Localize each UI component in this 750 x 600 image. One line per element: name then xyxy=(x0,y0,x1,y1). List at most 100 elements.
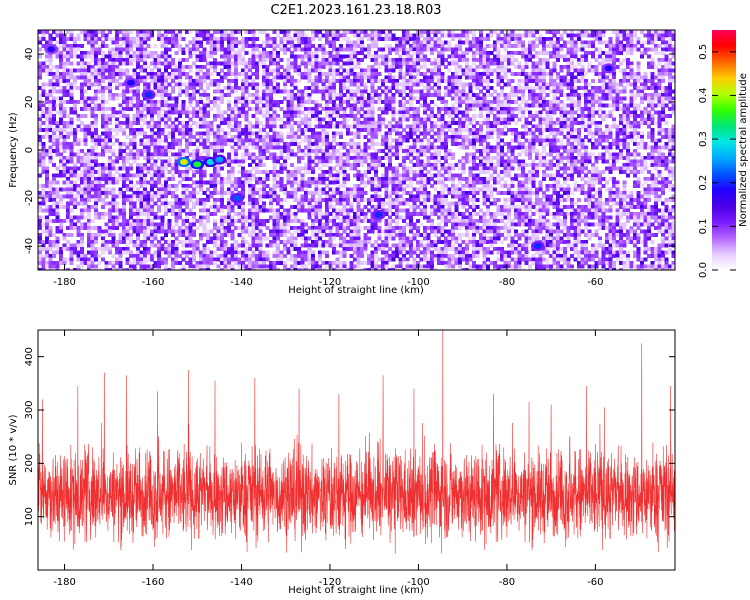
heatmap-cell xyxy=(412,121,417,125)
heatmap-cell xyxy=(496,114,501,118)
heatmap-cell xyxy=(570,40,574,45)
heatmap-cell xyxy=(573,37,578,41)
heatmap-cell xyxy=(363,100,368,104)
heatmap-cell xyxy=(507,114,511,118)
heatmap-cell xyxy=(248,61,252,66)
heatmap-cell xyxy=(188,131,193,136)
heatmap-cell xyxy=(552,142,557,146)
heatmap-cell xyxy=(538,82,543,87)
heatmap-cell xyxy=(601,58,606,62)
heatmap-cell xyxy=(594,138,599,143)
heatmap-cell xyxy=(524,47,529,52)
heatmap-cell xyxy=(118,114,123,118)
heatmap-cell xyxy=(178,110,182,115)
heatmap-cell xyxy=(150,124,154,129)
heatmap-cell xyxy=(493,156,497,160)
heatmap-cell xyxy=(580,156,585,160)
heatmap-cell xyxy=(321,89,326,94)
heatmap-cell xyxy=(139,128,144,132)
heatmap-cell xyxy=(388,93,392,97)
heatmap-cell xyxy=(461,51,466,55)
heatmap-cell xyxy=(612,142,616,146)
heatmap-cell xyxy=(423,124,427,129)
heatmap-cell xyxy=(227,79,231,83)
heatmap-cell xyxy=(185,131,189,136)
heatmap-cell xyxy=(668,72,672,76)
heatmap-cell xyxy=(325,163,329,167)
heatmap-cell xyxy=(584,72,588,76)
heatmap-cell xyxy=(66,131,70,136)
heatmap-cell xyxy=(237,128,242,132)
heatmap-cell xyxy=(426,47,431,52)
heatmap-cell xyxy=(160,89,165,94)
heatmap-cell xyxy=(52,117,56,122)
heatmap-cell xyxy=(353,145,357,150)
heatmap-cell xyxy=(398,47,403,52)
heatmap-cell xyxy=(549,79,553,83)
heatmap-cell xyxy=(426,128,431,132)
heatmap-cell xyxy=(486,51,490,55)
heatmap-cell xyxy=(349,93,354,97)
heatmap-cell xyxy=(447,149,452,153)
heatmap-cell xyxy=(454,79,459,83)
heatmap-cell xyxy=(220,93,224,97)
heatmap-cell xyxy=(493,100,497,104)
heatmap-cell xyxy=(668,37,672,41)
heatmap-cell xyxy=(444,58,448,62)
heatmap-cell xyxy=(657,51,662,55)
heatmap-cell xyxy=(136,86,140,90)
heatmap-cell xyxy=(500,86,504,90)
heatmap-cell xyxy=(328,61,333,66)
heatmap-cell xyxy=(153,142,158,146)
heatmap-cells xyxy=(38,30,675,270)
heatmap-cell xyxy=(489,156,494,160)
heatmap-cell xyxy=(157,121,161,125)
heatmap-cell xyxy=(157,124,161,129)
heatmap-cell xyxy=(111,58,116,62)
heatmap-cell xyxy=(248,156,252,160)
heatmap-cell xyxy=(286,37,291,41)
heatmap-cell xyxy=(374,33,378,38)
heatmap-cell xyxy=(66,135,70,139)
heatmap-cell xyxy=(213,166,217,171)
heatmap-cell xyxy=(279,37,284,41)
heatmap-cell xyxy=(94,96,98,101)
heatmap-cell xyxy=(664,47,669,52)
heatmap-cell xyxy=(489,30,494,34)
heatmap-cell xyxy=(353,156,357,160)
heatmap-cell xyxy=(286,33,291,38)
heatmap-cell xyxy=(325,135,329,139)
heatmap-cell xyxy=(398,124,403,129)
heatmap-cell xyxy=(587,40,592,45)
heatmap-cell xyxy=(384,89,389,94)
heatmap-cell xyxy=(426,58,431,62)
heatmap-cell xyxy=(178,142,182,146)
heatmap-cell xyxy=(451,117,455,122)
heatmap-cell xyxy=(262,65,266,69)
heatmap-cell xyxy=(251,40,256,45)
heatmap-cell xyxy=(584,44,588,48)
heatmap-cell xyxy=(412,51,417,55)
heatmap-cell xyxy=(500,30,504,34)
heatmap-cell xyxy=(503,152,508,157)
heatmap-cell xyxy=(475,72,480,76)
heatmap-cell xyxy=(360,89,364,94)
heatmap-cell xyxy=(80,44,84,48)
heatmap-cell xyxy=(314,145,319,150)
heatmap-cell xyxy=(570,89,574,94)
heatmap-cell xyxy=(657,44,662,48)
heatmap-cell xyxy=(174,96,179,101)
heatmap-cell xyxy=(482,96,487,101)
heatmap-cell xyxy=(601,82,606,87)
heatmap-cell xyxy=(409,82,413,87)
heatmap-cell xyxy=(647,131,651,136)
heatmap-cell xyxy=(615,58,620,62)
heatmap-cell xyxy=(202,75,207,80)
heatmap-cell xyxy=(223,75,228,80)
heatmap-cell xyxy=(440,58,445,62)
heatmap-cell xyxy=(143,65,147,69)
heatmap-cell xyxy=(542,37,546,41)
heatmap-cell xyxy=(612,86,616,90)
heatmap-cell xyxy=(353,51,357,55)
heatmap-cell xyxy=(150,61,154,66)
